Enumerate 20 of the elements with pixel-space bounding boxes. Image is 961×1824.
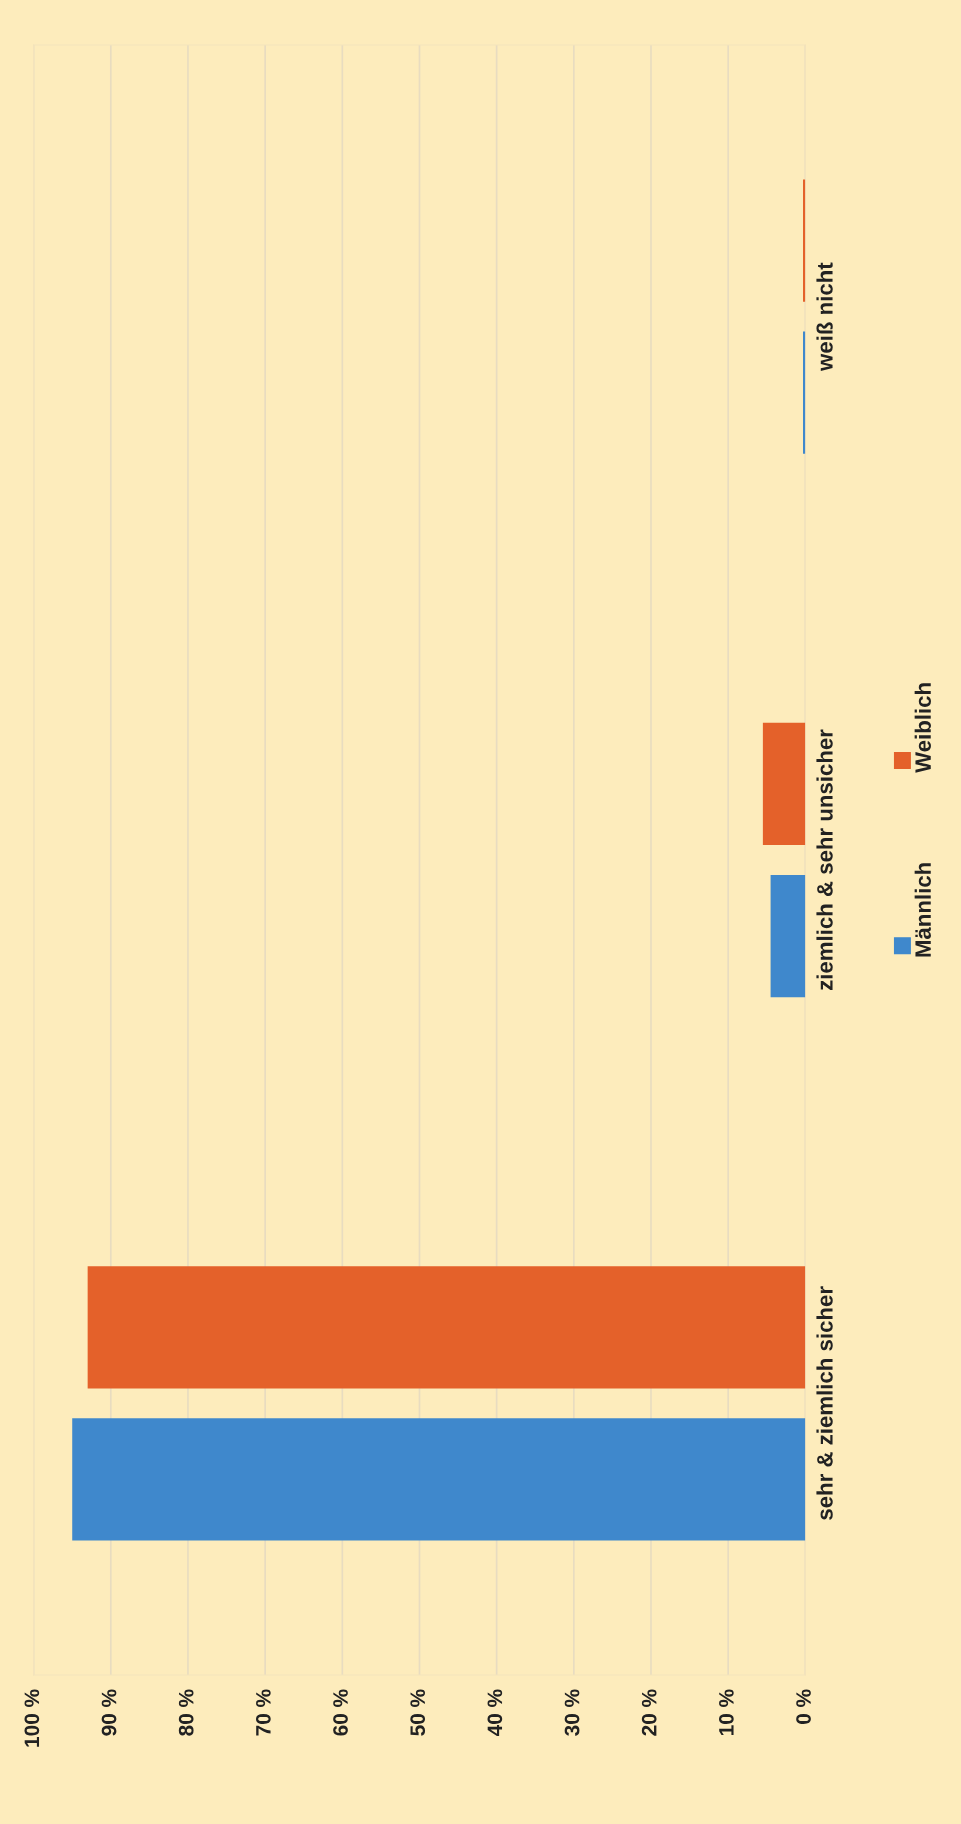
x-tick-label: 100 % xyxy=(24,1689,40,1747)
bar xyxy=(87,1266,806,1389)
text: Männlich xyxy=(914,863,931,957)
x-tick-label: 60 % xyxy=(333,1689,348,1736)
x-tick-label: 80 % xyxy=(178,1689,194,1736)
x-tick-label: 40 % xyxy=(487,1689,503,1737)
y-tick-label: sehr & ziemlich sicher xyxy=(816,1286,833,1520)
text: Weiblich xyxy=(914,683,931,773)
x-tick-label: 70 % xyxy=(255,1689,271,1736)
bar xyxy=(770,874,806,998)
x-tick-label: 90 % xyxy=(101,1689,117,1736)
bar xyxy=(72,1418,806,1541)
x-tick-label: 20 % xyxy=(641,1689,657,1736)
y-tick-label: weiß nicht xyxy=(816,262,833,372)
y-tick-label: ziemlich & sehr unsicher xyxy=(816,729,833,991)
x-tick-label: 10 % xyxy=(718,1689,734,1736)
x-tick-label: 30 % xyxy=(564,1689,580,1736)
x-tick-label: 50 % xyxy=(410,1689,426,1736)
x-tick-label: 0 % xyxy=(796,1689,811,1724)
bar xyxy=(762,722,806,846)
